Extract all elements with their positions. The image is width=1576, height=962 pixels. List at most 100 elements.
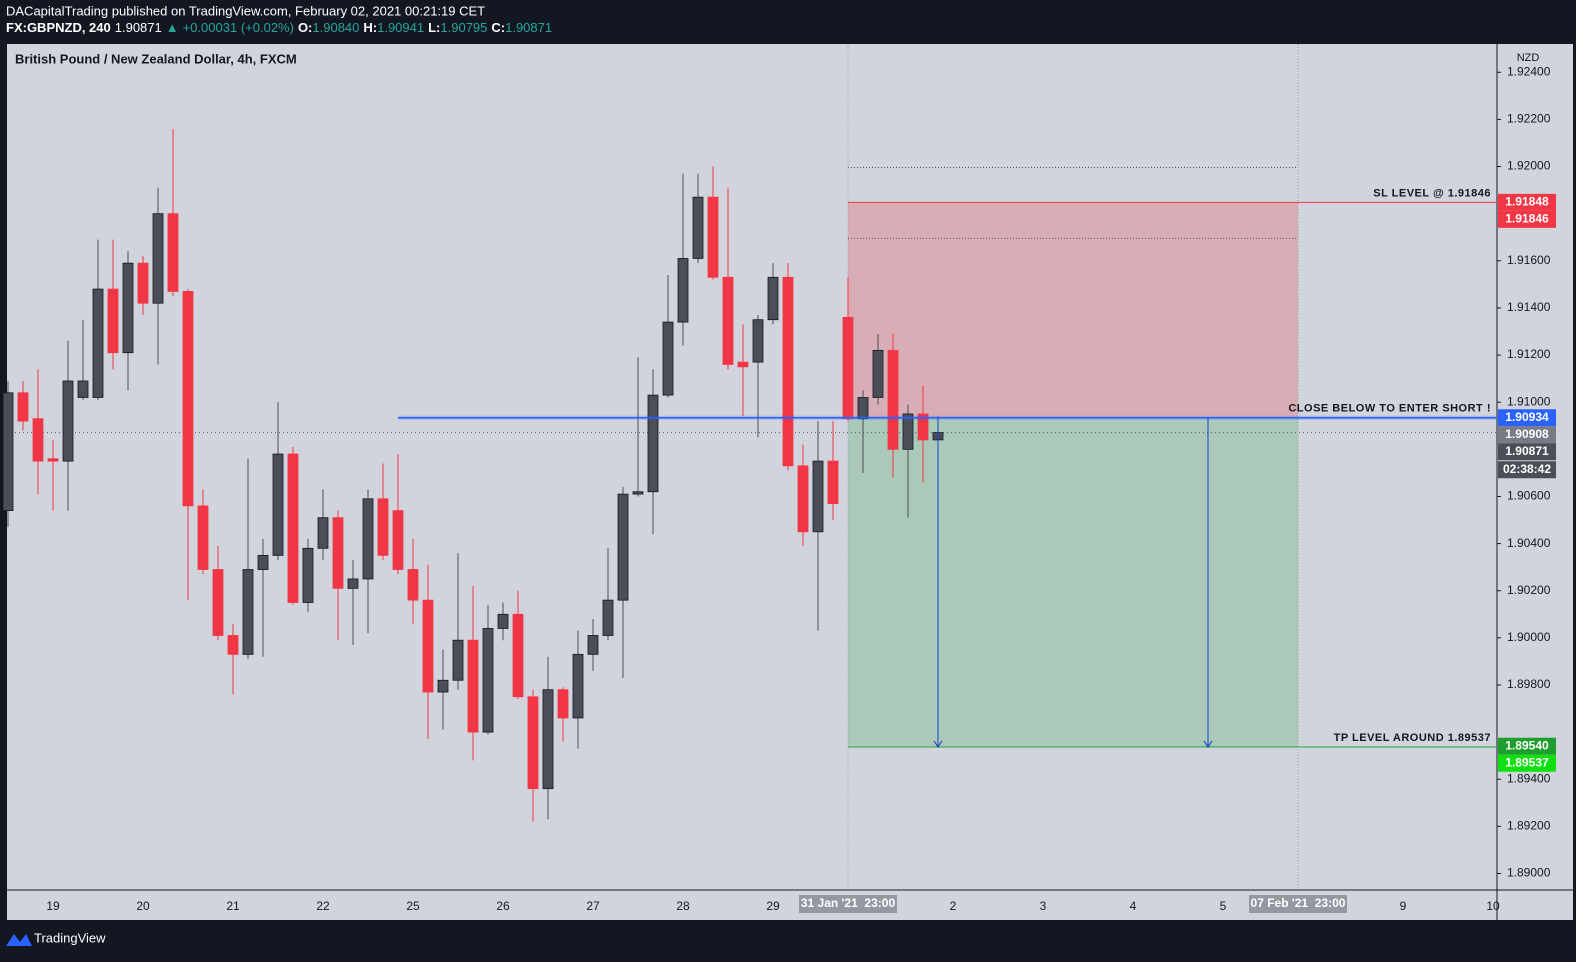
quote-part: 1.90795: [440, 20, 487, 35]
candle-body: [182, 291, 194, 507]
candle-body: [47, 458, 59, 462]
y-tick-label: 1.90400: [1507, 536, 1551, 550]
candle-body: [437, 679, 449, 693]
candle-body: [857, 397, 869, 420]
price-label-box: [1498, 193, 1556, 211]
candle-body: [542, 689, 554, 790]
candle-body: [257, 554, 269, 570]
candle-body: [377, 498, 389, 556]
price-label-box: [1498, 426, 1556, 444]
candle-body: [692, 196, 704, 259]
candle-body: [767, 276, 779, 321]
x-tick-label: 28: [676, 899, 690, 913]
candle-body: [512, 613, 524, 698]
quote-part: H:: [363, 20, 377, 35]
x-tick-label: 22: [316, 899, 330, 913]
candle-body: [467, 639, 479, 733]
y-tick-label: 1.90600: [1507, 489, 1551, 503]
x-tick-label: 29: [766, 899, 780, 913]
logo-mark: [6, 934, 32, 946]
candle-body: [707, 196, 719, 278]
candle-body: [332, 517, 344, 589]
x-tick-label: 19: [46, 899, 60, 913]
candle-body: [152, 213, 164, 304]
price-label: 1.90871: [1505, 444, 1549, 458]
candle-body: [902, 413, 914, 450]
candle-body: [602, 599, 614, 636]
candle-body: [617, 493, 629, 601]
quote-part: ▲: [166, 20, 179, 35]
quote-part: 1.90871: [505, 20, 552, 35]
candle-body: [482, 628, 494, 733]
annotation: SL LEVEL @ 1.91846: [1373, 187, 1491, 199]
y-tick-label: 1.92200: [1507, 112, 1551, 126]
y-tick-label: 1.92400: [1507, 64, 1551, 78]
price-label-box: [1498, 737, 1556, 755]
y-tick-label: 1.91600: [1507, 253, 1551, 267]
candle-body: [812, 460, 824, 533]
price-label-box: [1498, 443, 1556, 461]
candle-body: [842, 316, 854, 420]
x-tick-label: 4: [1130, 899, 1137, 913]
countdown-box: [1498, 461, 1556, 479]
x-tick-label: 27: [586, 899, 600, 913]
candle-body: [302, 547, 314, 603]
candle-body: [752, 319, 764, 363]
candle-body: [92, 288, 104, 398]
y-tick-label: 1.89400: [1507, 771, 1551, 785]
candle-body: [827, 460, 839, 504]
countdown: 02:38:42: [1503, 462, 1551, 476]
time-label: 31 Jan '21 23:00: [801, 896, 896, 910]
candle-body: [347, 578, 359, 589]
candle-body: [77, 380, 89, 398]
y-tick-label: 1.91200: [1507, 347, 1551, 361]
target-zone: [848, 417, 1298, 747]
candle-body: [407, 569, 419, 601]
candle-body: [137, 262, 149, 304]
annotation: TP LEVEL AROUND 1.89537: [1334, 732, 1491, 744]
candle-body: [212, 569, 224, 636]
x-tick-label: 20: [136, 899, 150, 913]
price-label: 1.91846: [1505, 212, 1549, 226]
candle-body: [677, 258, 689, 323]
candle-body: [872, 349, 884, 398]
candle-body: [452, 639, 464, 681]
y-tick-label: 1.90000: [1507, 630, 1551, 644]
quote-part: C:: [491, 20, 505, 35]
candle-body: [362, 498, 374, 580]
quote-part: O:: [298, 20, 312, 35]
y-tick-label: 1.91000: [1507, 394, 1551, 408]
quote-part: L:: [428, 20, 440, 35]
candle-body: [107, 288, 119, 354]
candle-body: [122, 262, 134, 354]
arrow-head: [1203, 740, 1213, 748]
candle-body: [647, 394, 659, 493]
candle-body: [737, 361, 749, 368]
candle-body: [392, 510, 404, 570]
candle-body: [782, 276, 794, 467]
y-tick-label: 1.89800: [1507, 677, 1551, 691]
candle-body: [722, 276, 734, 365]
quote-part: 1.90871: [115, 20, 162, 35]
price-label: 1.90908: [1505, 427, 1549, 441]
arrow-head: [933, 740, 943, 748]
candle-body: [662, 321, 674, 396]
candle-body: [527, 696, 539, 790]
price-label: 1.90934: [1505, 410, 1549, 424]
candle-body: [632, 491, 644, 495]
x-tick-label: 25: [406, 899, 420, 913]
x-tick-label: 26: [496, 899, 510, 913]
currency: NZD: [1517, 52, 1540, 64]
price-label: 1.89540: [1505, 738, 1549, 752]
y-tick-label: 1.89200: [1507, 819, 1551, 833]
price-label: 1.89537: [1505, 755, 1549, 769]
time-label: 07 Feb '21 23:00: [1251, 896, 1346, 910]
quote-part: +0.00031 (+0.02%): [183, 20, 294, 35]
x-tick-label: 2: [950, 899, 957, 913]
candle-body: [587, 635, 599, 655]
annotation: CLOSE BELOW TO ENTER SHORT !: [1288, 403, 1491, 415]
candle-body: [167, 213, 179, 292]
candle-body: [317, 517, 329, 549]
candle-body: [17, 392, 29, 422]
